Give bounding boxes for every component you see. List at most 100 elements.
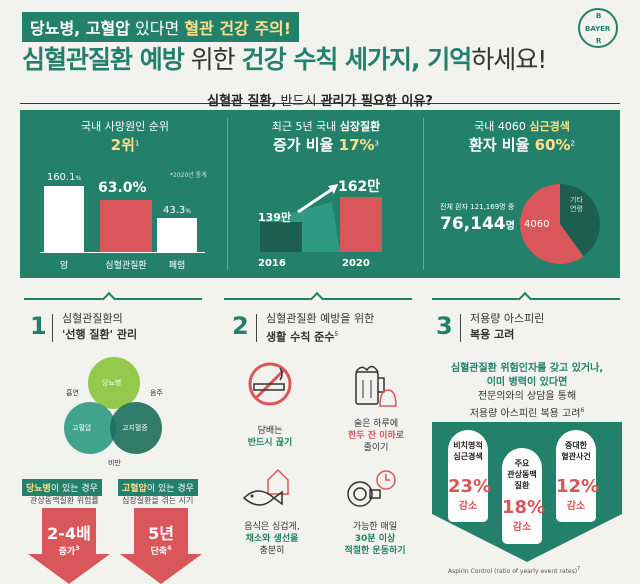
panel2-big-1: 증가 비율 — [272, 136, 339, 154]
bar-cancer — [44, 186, 84, 252]
venn-hyperlipidemia — [110, 402, 162, 454]
step3-number: 3 — [436, 312, 453, 340]
panel3-count: 76,144 — [440, 214, 506, 234]
card2-small: 단축 — [150, 547, 168, 557]
card1-value: 2-4배 증가3 — [36, 520, 102, 557]
growth-arrow-line — [297, 186, 335, 214]
growth-arrowhead — [328, 184, 338, 194]
aspirin-guidance: 심혈관질환 위험인자를 갖고 있거나, 이미 병력이 있다면 전문의와의 상담을… — [450, 363, 604, 420]
card2-arrow — [120, 508, 202, 584]
panel-divider — [423, 118, 424, 270]
step1-line2b: 관리 — [113, 328, 138, 341]
card1-small: 증가 — [58, 547, 76, 557]
panel1-big: 2위 — [110, 136, 135, 154]
pie-other-label: 기타 연령 — [570, 196, 583, 213]
venn-top-label: 당뇨병 — [102, 379, 122, 387]
reasons-title-3: 관리가 필요한 이유? — [320, 94, 433, 109]
top-banner: 당뇨병, 고혈압 있다면 혈관 건강 주의! — [22, 12, 300, 42]
bar-pneumonia — [157, 218, 197, 252]
title-rule — [20, 103, 620, 104]
panel2-big-2: 17% — [338, 136, 375, 154]
panel2-sub-1: 최근 5년 국내 — [271, 120, 340, 133]
bar-pneumonia-value: 43.3% — [163, 205, 191, 216]
step2-line2: 생활 수칙 준수 — [266, 330, 335, 344]
card-arrows — [28, 508, 202, 584]
dumbbell-icon — [347, 470, 396, 507]
step2-line1: 심혈관질환 예방을 위한 — [266, 312, 375, 325]
panel3-count-unit: 명 — [505, 221, 515, 232]
bar-cardio-value: 63.0% — [98, 180, 147, 196]
pill-mi: 비치명적 심근경색 23% 감소 — [448, 430, 491, 522]
pie-slice-other — [560, 184, 600, 257]
bar-baseline — [40, 252, 205, 253]
step1-vline — [52, 314, 53, 342]
label-2020: 2020 — [342, 258, 370, 269]
card1-sub: 관상동맥질환 위험률 — [30, 496, 99, 505]
tip-alcohol: 술은 하루에 한두 잔 이하로 줄이기 — [348, 419, 404, 453]
venn-left-label: 고혈압 — [72, 424, 92, 432]
step1-line2a: '선행 질환' — [62, 328, 114, 341]
panel3-sub-2: 심근경색 — [529, 120, 570, 133]
panel3-big-2: 60% — [534, 136, 571, 154]
logo-bot: R — [596, 37, 602, 45]
label-2016: 2016 — [258, 258, 286, 269]
beer-icon — [355, 365, 397, 407]
venn-right-label: 고지혈증 — [122, 424, 148, 432]
tip-diet: 음식은 싱겁게, 채소와 생선을 충분히 — [244, 522, 300, 556]
panel3-big-1: 환자 비율 — [468, 136, 535, 154]
panel1-note: *2020년 통계 — [170, 172, 207, 179]
panel3-header: 국내 4060 심근경색 환자 비율 60%2 — [428, 118, 616, 155]
reasons-title: 심혈관 질환, 반드시 관리가 필요한 이유? — [0, 90, 640, 109]
panel-divider — [227, 118, 228, 270]
panel3-sub-1: 국내 4060 — [474, 120, 530, 133]
panel1-sup: 1 — [134, 139, 140, 148]
aspirin-footnote: Aspirin Control (ratio of yearly event r… — [448, 566, 581, 575]
step3-text: 저용량 아스피린 복용 고려 — [470, 311, 544, 343]
step3-line1: 저용량 아스피린 — [470, 312, 545, 325]
headline-part4: 하세요! — [471, 45, 547, 74]
panel2-header: 최근 5년 국내 심장질환 증가 비율 17%3 — [232, 118, 420, 155]
step2-vline — [256, 314, 257, 342]
fish-vegetable-icon — [242, 468, 289, 506]
venn-smoking: 흡연 — [66, 389, 79, 397]
panel3-count-wrap: 76,144명 — [440, 214, 515, 234]
tip-smoking: 담배는 반드시 끊기 — [247, 426, 293, 448]
step1-text: 심혈관질환의 '선행 질환' 관리 — [62, 311, 137, 343]
value-2020: 162만 — [338, 179, 381, 195]
bar-cardio — [100, 200, 152, 252]
banner-part2: 있다면 — [129, 19, 185, 38]
pie-slice-4060 — [520, 184, 584, 264]
bar-pneumonia-label: 폐렴 — [168, 261, 186, 271]
step2-notch — [309, 291, 325, 307]
venn-obesity: 비만 — [108, 459, 121, 467]
card2-sub: 심장질환을 겪는 시기 — [122, 496, 194, 505]
headline-part2: 위한 — [183, 45, 242, 74]
pie-main-label: 4060 — [524, 219, 550, 230]
venn-hypertension — [64, 402, 116, 454]
panel1-header: 국내 사망원인 순위 2위1 — [30, 118, 220, 155]
age-pie — [520, 184, 600, 264]
banner-part1: 당뇨병, 고혈압 — [30, 19, 130, 38]
card1-big: 2-4배 — [47, 524, 91, 543]
headline-part1: 심혈관질환 예방 — [22, 45, 185, 74]
pill-vascular: 중대한 혈관사건 12% 감소 — [556, 430, 599, 522]
logo-mid: BAYER — [585, 25, 611, 33]
step1-number: 1 — [30, 312, 47, 340]
card2-title: 고혈압이 있는 경우 — [118, 479, 198, 496]
card2-big: 5년 — [148, 524, 174, 543]
panel1-sub: 국내 사망원인 순위 — [81, 120, 169, 133]
pill-cad: 주요 관상동맥 질환 18% 감소 — [502, 448, 545, 544]
logo-top: B — [596, 12, 602, 20]
card2-value: 5년 단축4 — [128, 520, 194, 557]
bar-2016 — [260, 222, 302, 252]
reasons-title-1: 심혈관 질환, — [207, 94, 277, 109]
main-headline: 심혈관질환 예방 위한 건강 수칙 세가지, 기억하세요! — [22, 40, 547, 76]
card1-title: 당뇨병이 있는 경우 — [22, 479, 102, 496]
panel3-total: 전체 환자 121,169명 중 — [440, 203, 515, 211]
step3-vline — [460, 314, 461, 342]
panel2-sup: 3 — [374, 139, 380, 148]
reasons-title-2: 반드시 — [276, 94, 321, 109]
bar-cancer-value: 160.1% — [46, 172, 82, 183]
venn-diabetes — [88, 357, 140, 409]
bar-2020 — [340, 197, 382, 252]
